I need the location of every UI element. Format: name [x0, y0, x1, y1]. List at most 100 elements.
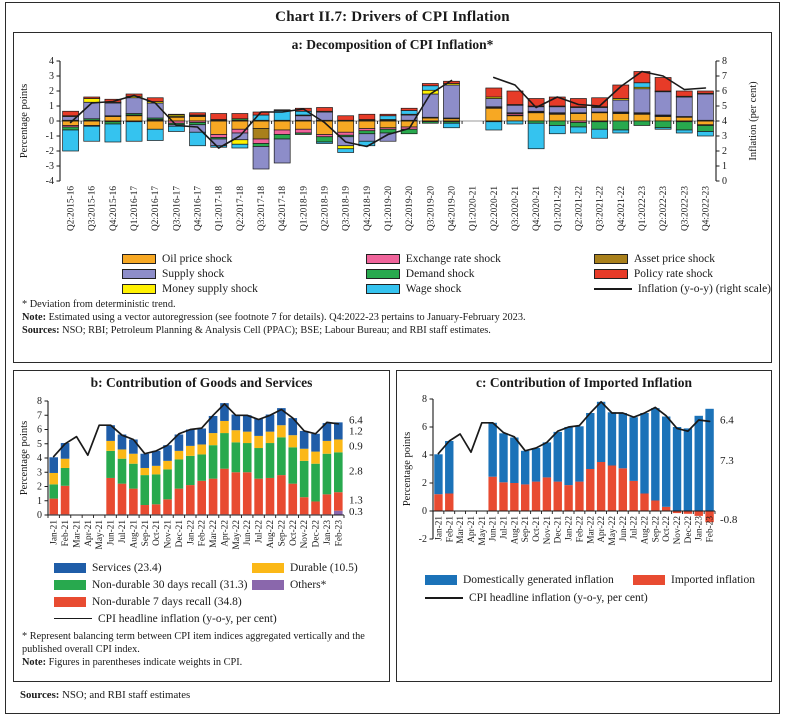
- legend-item-demand-shock: Demand shock: [365, 268, 594, 280]
- asset-price-shock-swatch: [593, 254, 628, 264]
- legend-label: Others*: [290, 578, 327, 591]
- svg-text:Feb-23: Feb-23: [334, 520, 344, 547]
- svg-text:Q4:2015-16: Q4:2015-16: [109, 186, 119, 231]
- svg-text:Q4:2019-20: Q4:2019-20: [447, 186, 457, 231]
- note-label: Note:: [22, 311, 47, 323]
- chart-a-canvas: -4 -3 -2 -1 0 1 2 3 4 Percentage points 0 1 2 3 4 5 6 7 8 I…: [19, 56, 759, 231]
- inflation-line-swatch: [593, 288, 632, 290]
- svg-text:Inflation (per cent): Inflation (per cent): [748, 81, 759, 161]
- svg-text:0: 0: [422, 506, 427, 517]
- panel-c-title: c: Contribution of Imported Inflation: [475, 375, 692, 390]
- svg-text:Jan-21: Jan-21: [50, 520, 60, 545]
- svg-text:Q3:2020-21: Q3:2020-21: [511, 186, 521, 231]
- svg-text:Q4:2022-23: Q4:2022-23: [701, 186, 711, 231]
- svg-text:Aug-21: Aug-21: [510, 516, 520, 545]
- note-label: Note:: [22, 656, 47, 668]
- services-swatch: [54, 562, 86, 573]
- svg-text:Q2:2018-19: Q2:2018-19: [321, 186, 331, 231]
- svg-text:Jan-23: Jan-23: [323, 520, 333, 545]
- legend-column: Oil price shock Supply shock Money suppl…: [122, 253, 366, 295]
- legend-label: Oil price shock: [162, 253, 233, 265]
- svg-text:Feb-22: Feb-22: [198, 520, 208, 547]
- legend-item-services: Services (23.4): [54, 562, 252, 574]
- svg-text:Dec-22: Dec-22: [312, 520, 322, 548]
- svg-text:1: 1: [722, 161, 727, 172]
- svg-text:Q4:2020-21: Q4:2020-21: [532, 186, 542, 231]
- svg-text:Percentage points: Percentage points: [402, 432, 413, 506]
- policy-rate-shock-swatch: [593, 269, 628, 279]
- svg-text:Q3:2017-18: Q3:2017-18: [257, 186, 267, 231]
- svg-text:May-22: May-22: [232, 520, 242, 550]
- svg-text:-0.8: -0.8: [720, 514, 738, 526]
- domestic-inflation-swatch: [425, 575, 457, 585]
- svg-text:Q1:2017-18: Q1:2017-18: [215, 186, 225, 231]
- sources-text: NSO; RBI; Petroleum Planning & Analysis …: [59, 324, 491, 336]
- legend-label: Asset price shock: [633, 253, 715, 265]
- svg-text:7.3: 7.3: [720, 455, 734, 467]
- svg-text:Apr-21: Apr-21: [84, 520, 94, 547]
- svg-text:Aug-22: Aug-22: [641, 516, 651, 545]
- svg-text:Oct-22: Oct-22: [289, 520, 299, 546]
- svg-text:5: 5: [722, 101, 727, 112]
- panel-a-title: a: Decomposition of CPI Inflation*: [291, 37, 494, 52]
- svg-text:1: 1: [37, 496, 42, 507]
- svg-text:2: 2: [37, 482, 42, 493]
- svg-text:7: 7: [37, 410, 42, 421]
- legend-label: CPI headline inflation (y-o-y, per cent): [469, 592, 648, 604]
- svg-text:6: 6: [722, 86, 727, 97]
- svg-text:Dec-21: Dec-21: [175, 520, 185, 548]
- svg-text:0.9: 0.9: [349, 440, 363, 452]
- svg-text:Q1:2019-20: Q1:2019-20: [384, 186, 394, 231]
- svg-text:Q3:2018-19: Q3:2018-19: [342, 186, 352, 231]
- svg-text:Apr-22: Apr-22: [220, 520, 230, 547]
- svg-text:Nov-21: Nov-21: [164, 520, 174, 549]
- svg-text:Q2:2022-23: Q2:2022-23: [659, 186, 669, 231]
- svg-text:2: 2: [422, 478, 427, 489]
- legend-item-inflation-line: Inflation (y-o-y) (right scale): [593, 283, 771, 295]
- svg-text:4: 4: [722, 116, 727, 127]
- panel-a-footnotes: * Deviation from deterministic trend. No…: [14, 295, 771, 338]
- legend-label: Supply shock: [162, 268, 225, 280]
- svg-text:May-21: May-21: [478, 516, 488, 546]
- chart-b-legend: Services (23.4) Durable (10.5) Non-durab…: [14, 559, 389, 627]
- nondurable-7-swatch: [54, 596, 86, 607]
- oil-price-shock-swatch: [122, 254, 156, 264]
- exchange-rate-shock-swatch: [365, 254, 400, 264]
- svg-text:Jul-21: Jul-21: [118, 520, 128, 544]
- legend-item-exchange-rate-shock: Exchange rate shock: [365, 253, 594, 265]
- cpi-headline-line-swatch: [54, 617, 92, 620]
- svg-text:Feb-23: Feb-23: [706, 516, 716, 543]
- legend-item-nondurable-7: Non-durable 7 days recall (34.8): [54, 596, 389, 608]
- svg-text:6: 6: [37, 425, 42, 436]
- svg-text:6.4: 6.4: [349, 415, 363, 427]
- svg-text:Jan-22: Jan-22: [186, 520, 196, 545]
- legend-label: Exchange rate shock: [405, 253, 501, 265]
- svg-text:Sep-21: Sep-21: [521, 516, 531, 543]
- svg-text:Q4:2021-22: Q4:2021-22: [617, 186, 627, 231]
- legend-label: Inflation (y-o-y) (right scale): [637, 283, 771, 295]
- nondurable-30-swatch: [54, 579, 86, 590]
- svg-text:0: 0: [37, 510, 42, 521]
- legend-item-cpi-headline-line: CPI headline inflation (y-o-y, per cent): [54, 613, 389, 625]
- svg-text:Q2:2015-16: Q2:2015-16: [67, 186, 77, 231]
- svg-text:6: 6: [422, 422, 427, 433]
- footnote-star: * Represent balancing term between CPI i…: [22, 631, 365, 655]
- svg-text:Q2:2017-18: Q2:2017-18: [236, 186, 246, 231]
- svg-text:Sep-22: Sep-22: [277, 520, 287, 547]
- svg-text:Sep-22: Sep-22: [651, 516, 661, 543]
- legend-item-oil-price-shock: Oil price shock: [122, 253, 366, 265]
- svg-text:4: 4: [422, 450, 427, 461]
- svg-text:Sep-21: Sep-21: [141, 520, 151, 547]
- demand-shock-swatch: [365, 269, 400, 279]
- legend-label: Domestically generated inflation: [463, 574, 614, 586]
- svg-text:Feb-21: Feb-21: [445, 516, 455, 543]
- svg-text:7: 7: [722, 71, 727, 82]
- legend-item-supply-shock: Supply shock: [122, 268, 366, 280]
- chart-a-legend: Oil price shock Supply shock Money suppl…: [14, 253, 771, 295]
- svg-text:-3: -3: [46, 161, 54, 172]
- svg-text:Feb-22: Feb-22: [575, 516, 585, 543]
- panel-decomposition: a: Decomposition of CPI Inflation* -4 -3-…: [13, 32, 772, 363]
- svg-text:8: 8: [422, 394, 427, 405]
